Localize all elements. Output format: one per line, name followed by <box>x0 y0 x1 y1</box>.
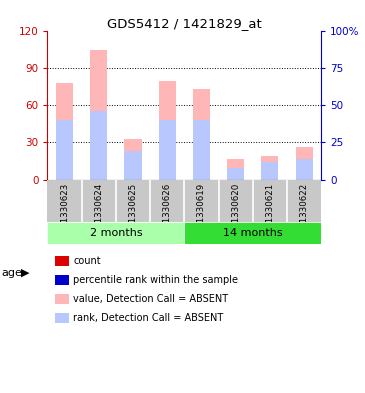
Text: rank, Detection Call = ABSENT: rank, Detection Call = ABSENT <box>73 312 223 323</box>
Text: GSM1330623: GSM1330623 <box>60 183 69 241</box>
Text: GSM1330621: GSM1330621 <box>265 183 274 241</box>
Bar <box>124 139 142 180</box>
Bar <box>159 120 176 180</box>
Text: percentile rank within the sample: percentile rank within the sample <box>73 275 238 285</box>
Text: GSM1330619: GSM1330619 <box>197 183 206 241</box>
Text: ▶: ▶ <box>21 268 29 278</box>
Text: GSM1330620: GSM1330620 <box>231 183 240 241</box>
Title: GDS5412 / 1421829_at: GDS5412 / 1421829_at <box>107 17 262 30</box>
Bar <box>90 111 107 180</box>
Text: count: count <box>73 256 101 266</box>
Text: GSM1330626: GSM1330626 <box>163 183 172 241</box>
Bar <box>261 162 278 180</box>
Text: GSM1330624: GSM1330624 <box>94 183 103 241</box>
Text: 14 months: 14 months <box>223 228 283 238</box>
Bar <box>296 159 313 180</box>
Bar <box>227 168 244 180</box>
Bar <box>56 120 73 180</box>
Bar <box>56 83 73 180</box>
Bar <box>184 222 321 244</box>
Bar <box>193 90 210 180</box>
Bar <box>47 222 184 244</box>
Bar <box>261 156 278 180</box>
Text: GSM1330622: GSM1330622 <box>300 183 308 241</box>
Text: GSM1330625: GSM1330625 <box>128 183 138 241</box>
Text: age: age <box>2 268 23 278</box>
Bar <box>90 50 107 180</box>
Text: value, Detection Call = ABSENT: value, Detection Call = ABSENT <box>73 294 228 304</box>
Bar <box>124 151 142 180</box>
Text: 2 months: 2 months <box>89 228 142 238</box>
Bar <box>193 120 210 180</box>
Bar <box>227 158 244 180</box>
Bar <box>159 81 176 180</box>
Bar <box>296 147 313 180</box>
